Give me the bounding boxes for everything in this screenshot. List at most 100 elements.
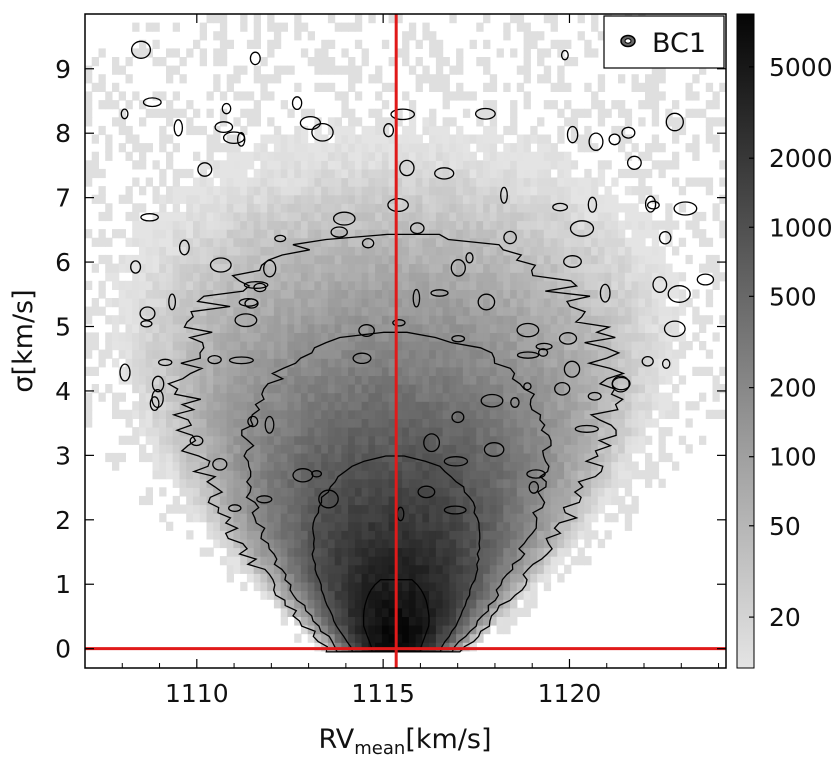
- heatmap-cell: [307, 220, 315, 230]
- heatmap-cell: [449, 194, 457, 204]
- heatmap-cell: [226, 298, 234, 308]
- heatmap-cell: [213, 272, 221, 282]
- heatmap-cell: [435, 323, 444, 333]
- heatmap-cell: [233, 392, 241, 402]
- heatmap-cell: [213, 280, 221, 290]
- heatmap-cell: [510, 564, 518, 574]
- heatmap-cell: [543, 452, 552, 463]
- heatmap-cell: [631, 332, 639, 342]
- heatmap-cell: [132, 160, 140, 170]
- heatmap-cell: [422, 461, 430, 471]
- heatmap-cell: [300, 581, 309, 592]
- heatmap-cell: [449, 556, 457, 566]
- heatmap-cell: [597, 82, 606, 92]
- heatmap-cell: [611, 211, 619, 222]
- heatmap-cell: [354, 607, 363, 617]
- density-contour: [119, 363, 131, 382]
- heatmap-cell: [543, 358, 552, 368]
- heatmap-cell: [186, 358, 194, 368]
- heatmap-cell: [429, 556, 437, 566]
- heatmap-cell: [422, 538, 430, 549]
- heatmap-cell: [321, 220, 329, 230]
- heatmap-cell: [624, 280, 633, 290]
- heatmap-cell: [341, 306, 349, 316]
- heatmap-cell: [550, 280, 558, 290]
- heatmap-cell: [645, 349, 653, 359]
- heatmap-cell: [672, 366, 680, 376]
- heatmap-cell: [638, 435, 646, 445]
- heatmap-cell: [402, 461, 410, 471]
- heatmap-cell: [489, 384, 498, 394]
- heatmap-cell: [523, 237, 531, 247]
- heatmap-cell: [496, 513, 504, 523]
- heatmap-cell: [327, 435, 336, 445]
- heatmap-cell: [118, 435, 126, 445]
- heatmap-cell: [246, 418, 255, 428]
- heatmap-cell: [496, 332, 504, 342]
- heatmap-cell: [402, 186, 410, 196]
- heatmap-cell: [341, 461, 349, 471]
- heatmap-cell: [692, 332, 700, 342]
- heatmap-cell: [570, 211, 579, 222]
- heatmap-cell: [219, 452, 228, 463]
- density-contour: [658, 231, 672, 245]
- heatmap-cell: [665, 108, 673, 118]
- heatmap-cell: [233, 461, 241, 471]
- heatmap-cell: [442, 642, 450, 652]
- heatmap-cell: [523, 306, 531, 316]
- heatmap-cell: [341, 384, 349, 394]
- heatmap-cell: [334, 125, 342, 136]
- heatmap-cell: [152, 384, 160, 394]
- heatmap-cell: [543, 581, 552, 592]
- heatmap-cell: [611, 452, 619, 463]
- heatmap-cell: [186, 168, 194, 179]
- heatmap-cell: [280, 168, 288, 179]
- heatmap-cell: [85, 168, 93, 179]
- heatmap-cell: [388, 254, 396, 265]
- heatmap-cell: [483, 65, 491, 75]
- heatmap-cell: [260, 358, 268, 368]
- heatmap-cell: [591, 298, 599, 308]
- heatmap-cell: [199, 470, 207, 480]
- heatmap-cell: [651, 117, 660, 127]
- heatmap-cell: [260, 82, 268, 92]
- heatmap-cell: [543, 48, 552, 58]
- heatmap-cell: [375, 298, 383, 308]
- heatmap-cell: [294, 513, 302, 523]
- heatmap-cell: [435, 504, 444, 514]
- heatmap-cell: [577, 289, 585, 299]
- heatmap-cell: [699, 229, 707, 239]
- heatmap-cell: [665, 409, 673, 419]
- density-contour: [599, 283, 611, 303]
- heatmap-cell: [341, 315, 349, 325]
- heatmap-cell: [85, 108, 93, 118]
- heatmap-cell: [375, 306, 383, 316]
- heatmap-cell: [456, 427, 464, 437]
- heatmap-cell: [483, 470, 491, 480]
- heatmap-cell: [422, 280, 430, 290]
- heatmap-cell: [395, 478, 403, 488]
- heatmap-cell: [381, 272, 390, 282]
- heatmap-cell: [462, 556, 471, 566]
- heatmap-cell: [530, 168, 538, 179]
- heatmap-cell: [294, 82, 302, 92]
- heatmap-cell: [651, 306, 660, 316]
- heatmap-cell: [388, 203, 396, 213]
- heatmap-cell: [273, 444, 282, 454]
- heatmap-cell: [334, 470, 342, 480]
- density-contour: [500, 186, 508, 204]
- heatmap-cell: [435, 211, 444, 222]
- heatmap-cell: [435, 272, 444, 282]
- heatmap-cell: [260, 211, 268, 222]
- heatmap-cell: [537, 556, 545, 566]
- heatmap-cell: [395, 323, 403, 333]
- heatmap-cell: [300, 375, 309, 385]
- heatmap-cell: [280, 401, 288, 411]
- heatmap-cell: [179, 194, 187, 204]
- heatmap-cell: [166, 418, 174, 428]
- heatmap-cell: [395, 409, 403, 419]
- heatmap-cell: [287, 151, 295, 161]
- heatmap-cell: [267, 220, 275, 230]
- heatmap-cell: [631, 82, 639, 92]
- heatmap-cell: [287, 530, 295, 540]
